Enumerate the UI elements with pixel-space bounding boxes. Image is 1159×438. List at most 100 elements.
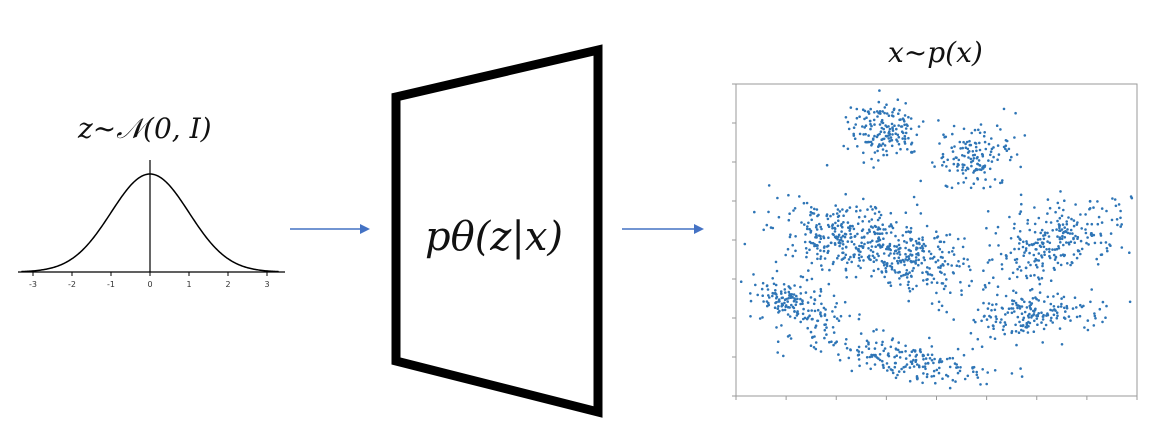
scatter-point	[897, 135, 901, 139]
scatter-point	[1005, 139, 1009, 143]
scatter-point	[1113, 198, 1117, 201]
scatter-point	[844, 253, 848, 257]
scatter-point	[815, 236, 818, 239]
scatter-point	[870, 144, 873, 147]
scatter-point	[1041, 318, 1045, 321]
scatter-point	[881, 110, 884, 113]
scatter-point	[860, 244, 863, 248]
scatter-point	[1021, 245, 1025, 249]
scatter-point	[961, 172, 965, 175]
scatter-point	[907, 286, 911, 290]
scatter-point	[743, 242, 747, 246]
x-tick-label: -1	[107, 280, 115, 289]
scatter-point	[835, 302, 838, 305]
scatter-point	[889, 345, 893, 349]
scatter-point	[949, 291, 952, 295]
scatter-point	[1064, 310, 1067, 313]
scatter-point	[915, 284, 918, 288]
scatter-point	[891, 129, 895, 132]
scatter-point	[1009, 251, 1013, 255]
scatter-point	[962, 257, 966, 261]
scatter-point	[916, 376, 919, 380]
scatter-point	[816, 319, 820, 323]
scatter-point	[781, 296, 784, 300]
scatter-point	[1029, 289, 1032, 292]
scatter-point	[791, 295, 794, 299]
scatter-point	[1023, 251, 1026, 254]
scatter-point	[980, 345, 984, 349]
scatter-point	[896, 261, 900, 265]
scatter-point	[902, 366, 905, 369]
scatter-point	[1092, 324, 1096, 327]
scatter-point	[968, 150, 971, 153]
scatter-point	[912, 195, 916, 199]
scatter-point	[887, 281, 890, 285]
scatter-point	[850, 369, 854, 373]
scatter-point	[880, 118, 884, 122]
scatter-point	[1109, 232, 1113, 235]
scatter-point	[1080, 247, 1084, 251]
scatter-point	[795, 300, 798, 304]
scatter-point	[1048, 256, 1052, 260]
scatter-point	[993, 337, 997, 341]
scatter-point	[810, 261, 814, 265]
scatter-point	[978, 131, 982, 135]
scatter-point	[907, 115, 910, 119]
scatter-point	[876, 149, 879, 153]
scatter-point	[904, 127, 908, 130]
scatter-point	[749, 299, 753, 303]
scatter-point	[857, 256, 861, 260]
scatter-point	[774, 260, 778, 264]
scatter-point	[881, 359, 884, 363]
scatter-point	[894, 376, 898, 380]
scatter-point	[930, 302, 934, 305]
scatter-point	[1073, 296, 1077, 300]
scatter-point	[1026, 331, 1030, 334]
scatter-point	[760, 287, 764, 291]
scatter-point	[938, 247, 942, 251]
scatter-point	[958, 140, 962, 144]
scatter-point	[956, 162, 960, 166]
scatter-point	[812, 346, 816, 349]
scatter-point	[886, 353, 890, 357]
scatter-point	[1025, 306, 1029, 309]
scatter-point	[1011, 271, 1015, 275]
scatter-point	[782, 283, 786, 286]
scatter-point	[869, 205, 873, 208]
scatter-point	[1048, 247, 1051, 251]
scatter-point	[813, 242, 816, 246]
scatter-point	[1090, 222, 1094, 226]
scatter-point	[966, 147, 970, 151]
scatter-point	[819, 311, 822, 314]
scatter-point	[921, 244, 924, 248]
scatter-point	[961, 163, 964, 166]
scatter-point	[857, 358, 861, 361]
scatter-point	[1040, 276, 1044, 280]
scatter-point	[887, 245, 890, 249]
scatter-point	[819, 350, 823, 353]
scatter-point	[955, 264, 959, 268]
scatter-point	[855, 209, 858, 213]
scatter-point	[847, 356, 851, 360]
scatter-point	[957, 260, 960, 263]
scatter-point	[1057, 247, 1061, 250]
scatter-point	[858, 259, 861, 262]
scatter-point	[846, 261, 849, 265]
scatter-point	[1075, 256, 1079, 260]
scatter-point	[978, 148, 982, 152]
scatter-point	[999, 128, 1002, 131]
scatter-point	[1072, 253, 1076, 256]
scatter-point	[1008, 277, 1011, 281]
scatter-point	[912, 260, 916, 263]
scatter-point	[872, 269, 876, 273]
scatter-point	[986, 371, 989, 374]
scatter-point	[885, 247, 888, 251]
scatter-point	[1042, 237, 1046, 241]
scatter-point	[801, 275, 805, 279]
scatter-point	[1039, 245, 1043, 249]
scatter-point	[873, 347, 877, 350]
scatter-point	[890, 122, 894, 126]
scatter-point	[1063, 226, 1066, 229]
scatter-point	[908, 366, 912, 369]
scatter-point	[988, 258, 991, 262]
